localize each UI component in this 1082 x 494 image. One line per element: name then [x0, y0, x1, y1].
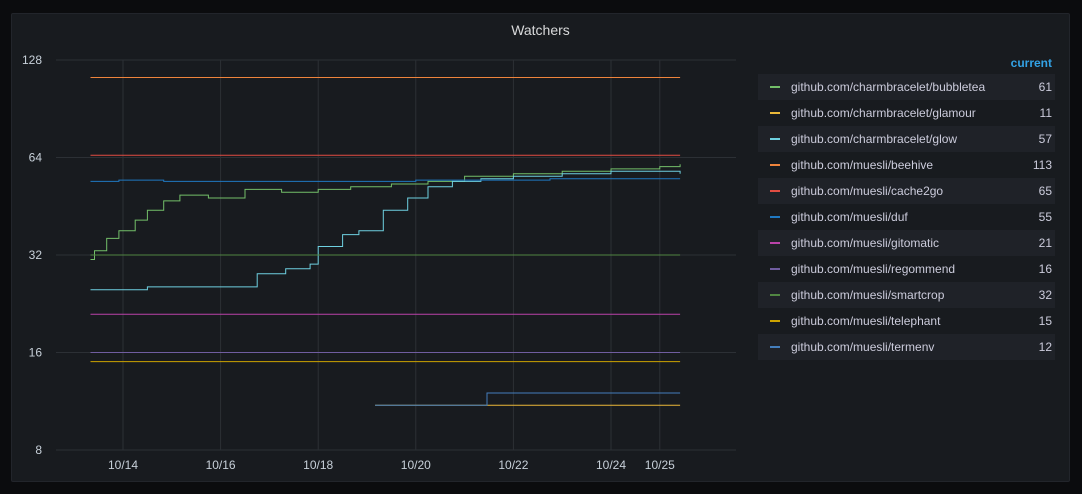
legend-swatch[interactable]	[770, 294, 780, 296]
legend-swatch[interactable]	[770, 216, 780, 218]
legend-rows: github.com/charmbracelet/bubbletea 61 gith…	[758, 74, 1055, 360]
legend-series-name[interactable]: github.com/muesli/telephant	[791, 314, 941, 328]
legend-item[interactable]: github.com/muesli/termenv 12	[758, 334, 1055, 360]
legend-series-name[interactable]: github.com/charmbracelet/glamour	[791, 106, 976, 120]
legend-series-name[interactable]: github.com/muesli/cache2go	[791, 184, 944, 198]
legend-item[interactable]: github.com/muesli/cache2go 65	[758, 178, 1055, 204]
legend-current-value: 61	[1038, 80, 1052, 94]
series-line-1[interactable]	[90, 164, 681, 260]
legend-item[interactable]: github.com/muesli/smartcrop 32	[758, 282, 1055, 308]
y-tick-label: 32	[29, 248, 43, 262]
x-tick-label: 10/16	[206, 458, 236, 472]
series-line-6[interactable]	[90, 178, 681, 182]
series-line-3[interactable]	[90, 170, 681, 291]
legend-series-name[interactable]: github.com/muesli/regommend	[791, 262, 956, 276]
legend-current-value: 16	[1038, 262, 1052, 276]
x-tick-label: 10/24	[596, 458, 626, 472]
watchers-panel: Watchers 128 64 32 16 8 10/14 10/16 10/18 10/20 1…	[11, 13, 1070, 482]
legend-item[interactable]: github.com/muesli/beehive 113	[758, 152, 1055, 178]
legend-item[interactable]: github.com/charmbracelet/bubbletea 61	[758, 74, 1055, 100]
legend-swatch[interactable]	[770, 320, 780, 322]
legend-swatch[interactable]	[770, 86, 780, 88]
legend-item[interactable]: github.com/muesli/telephant 15	[758, 308, 1055, 334]
legend: current github.com/charmbracelet/bubblet…	[758, 56, 1055, 360]
panel-title[interactable]: Watchers	[511, 22, 570, 38]
x-tick-label: 10/18	[303, 458, 333, 472]
legend-current-value: 32	[1038, 288, 1052, 302]
legend-swatch[interactable]	[770, 164, 780, 166]
legend-swatch[interactable]	[770, 268, 780, 270]
legend-series-name[interactable]: github.com/muesli/duf	[791, 210, 908, 224]
watchers-chart: 128 64 32 16 8 10/14 10/16 10/18 10/20 10/22 10/24…	[22, 53, 736, 472]
legend-current-value: 11	[1039, 106, 1052, 120]
legend-series-name[interactable]: github.com/charmbracelet/bubbletea	[791, 80, 986, 94]
legend-swatch[interactable]	[770, 138, 780, 140]
legend-item[interactable]: github.com/muesli/duf 55	[758, 204, 1055, 230]
legend-current-value: 113	[1032, 158, 1052, 172]
series-line-11[interactable]	[375, 392, 681, 406]
legend-swatch[interactable]	[770, 346, 780, 348]
legend-item[interactable]: github.com/muesli/gitomatic 21	[758, 230, 1055, 256]
legend-series-name[interactable]: github.com/muesli/beehive	[791, 158, 934, 172]
legend-item[interactable]: github.com/charmbracelet/glamour 11	[758, 100, 1055, 126]
legend-item[interactable]: github.com/charmbracelet/glow 57	[758, 126, 1055, 152]
legend-series-name[interactable]: github.com/muesli/gitomatic	[791, 236, 940, 250]
legend-series-name[interactable]: github.com/muesli/termenv	[791, 340, 935, 354]
legend-series-name[interactable]: github.com/muesli/smartcrop	[791, 288, 945, 302]
y-tick-label: 64	[29, 151, 43, 165]
legend-series-name[interactable]: github.com/charmbracelet/glow	[791, 132, 958, 146]
legend-current-value: 55	[1038, 210, 1052, 224]
legend-column-current[interactable]: current	[1010, 56, 1052, 70]
x-tick-label: 10/22	[498, 458, 528, 472]
y-tick-label: 128	[22, 53, 42, 67]
x-tick-label: 10/20	[401, 458, 431, 472]
legend-current-value: 21	[1038, 236, 1052, 250]
legend-current-value: 12	[1038, 340, 1052, 354]
legend-swatch[interactable]	[770, 190, 780, 192]
legend-swatch[interactable]	[770, 242, 780, 244]
legend-swatch[interactable]	[770, 112, 780, 114]
legend-current-value: 15	[1038, 314, 1052, 328]
x-tick-label: 10/25	[645, 458, 675, 472]
y-tick-label: 16	[29, 346, 43, 360]
y-tick-label: 8	[35, 443, 42, 457]
legend-current-value: 57	[1038, 132, 1052, 146]
x-tick-label: 10/14	[108, 458, 138, 472]
legend-item[interactable]: github.com/muesli/regommend 16	[758, 256, 1055, 282]
legend-current-value: 65	[1038, 184, 1052, 198]
